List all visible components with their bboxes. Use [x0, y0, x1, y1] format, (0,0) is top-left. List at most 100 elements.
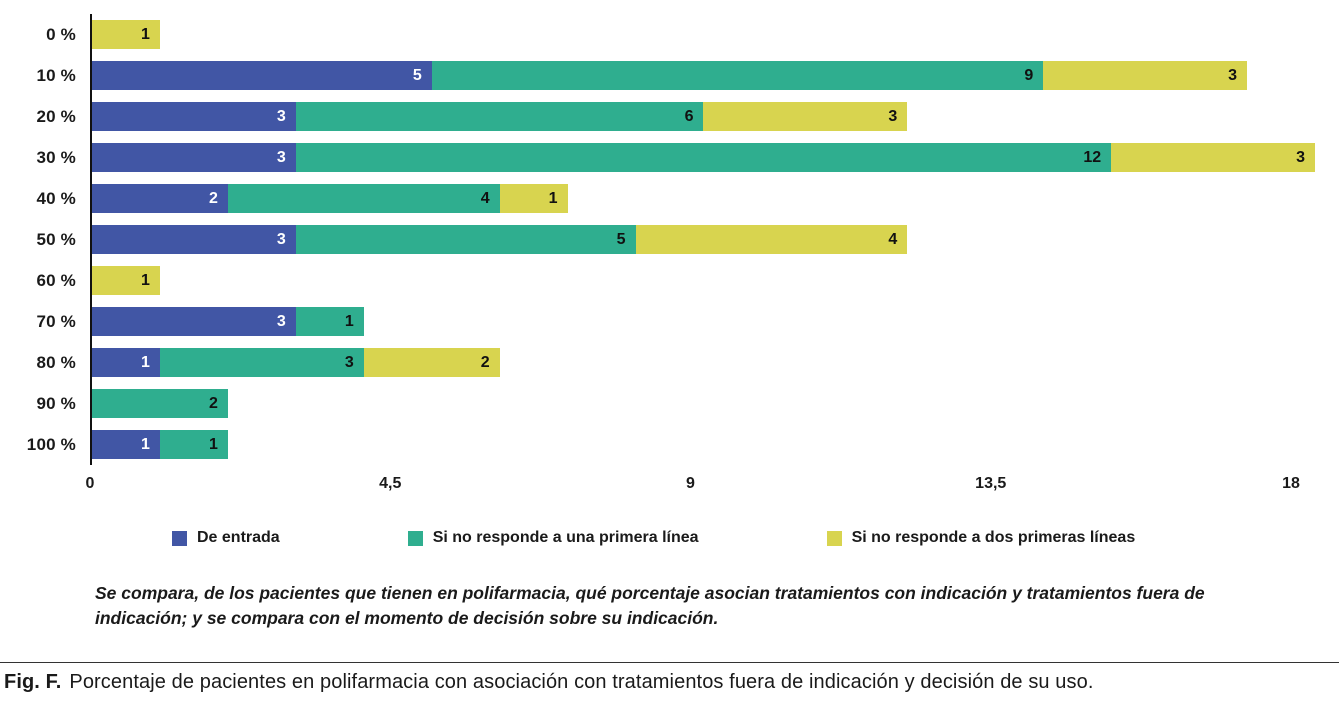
bar-segment-si-no-responde-dos-primeras-lineas: 3 [1111, 143, 1315, 172]
y-axis-label: 60 % [36, 270, 76, 290]
bar-area: 5 9 3 [90, 55, 1315, 96]
bar-value-label: 1 [548, 189, 558, 207]
bar-segment-si-no-responde-dos-primeras-lineas: 2 [363, 348, 500, 377]
bar-area: 3 5 4 [90, 219, 1315, 260]
bar-segment-si-no-responde-dos-primeras-lineas: 1 [499, 184, 568, 213]
bar-value-label: 3 [276, 312, 286, 330]
bar-segment-si-no-responde-primera-linea: 1 [295, 307, 364, 336]
bar-segment-si-no-responde-dos-primeras-lineas: 3 [1043, 61, 1248, 90]
chart-row: 50 % 3 5 4 [0, 219, 1315, 260]
chart-row: 10 % 5 9 3 [0, 55, 1315, 96]
bar-value-label: 1 [344, 312, 354, 330]
legend-item-de-entrada: De entrada [172, 529, 280, 547]
chart-row: 40 % 2 4 1 [0, 178, 1315, 219]
bar-track: 1 [92, 20, 1315, 49]
bar-value-label: 4 [480, 189, 490, 207]
bar-track: 3 5 4 [92, 225, 1315, 254]
bar-segment-si-no-responde-dos-primeras-lineas: 3 [703, 102, 908, 131]
bar-value-label: 1 [141, 25, 150, 43]
bar-area: 1 3 2 [90, 342, 1315, 383]
bar-segment-si-no-responde-primera-linea: 2 [92, 389, 228, 418]
y-axis-label: 50 % [36, 229, 76, 249]
y-axis-label: 10 % [36, 65, 76, 85]
bar-value-label: 5 [412, 66, 422, 84]
chart-row: 30 % 3 12 3 [0, 137, 1315, 178]
bar-segment-de-entrada: 3 [92, 102, 296, 131]
bar-segment-si-no-responde-dos-primeras-lineas: 1 [92, 20, 160, 49]
bar-value-label: 3 [344, 353, 354, 371]
chart-note: Se compara, de los pacientes que tienen … [95, 583, 1205, 629]
bar-value-label: 4 [888, 230, 898, 248]
bar-value-label: 1 [208, 435, 218, 453]
bar-segment-de-entrada: 2 [92, 184, 228, 213]
figure-caption: Fig. F. Porcentaje de pacientes en polifa… [4, 671, 1335, 694]
x-axis-tick-label: 18 [1282, 475, 1300, 492]
y-axis-label: 30 % [36, 147, 76, 167]
bar-track: 1 [92, 266, 1315, 295]
bar-value-label: 1 [141, 435, 150, 453]
bar-segment-si-no-responde-primera-linea: 4 [227, 184, 500, 213]
y-axis-label: 70 % [36, 311, 76, 331]
x-axis-tick-label: 0 [85, 475, 95, 492]
y-axis-label: 100 % [26, 434, 76, 454]
bar-value-label: 3 [1296, 148, 1305, 166]
bar-value-label: 6 [684, 107, 694, 125]
bar-value-label: 3 [276, 148, 286, 166]
y-axis-label: 0 % [46, 24, 76, 44]
legend-label: Si no responde a una primera línea [432, 529, 699, 546]
caption-divider [0, 661, 1339, 663]
stacked-bar-chart: 0 % 1 10 % 5 9 3 20 % 3 6 3 30 % 3 12 3 40 % 2 4 1 50 % 3 5 4… [0, 14, 1339, 505]
x-axis: 0 4,5 9 13,5 18 [86, 471, 1300, 505]
bar-track: 1 3 2 [92, 348, 1315, 377]
bar-segment-si-no-responde-primera-linea: 5 [295, 225, 636, 254]
legend-item-si-no-responde-dos-primeras-lineas: Si no responde a dos primeras líneas [826, 529, 1136, 547]
bar-segment-si-no-responde-dos-primeras-lineas: 1 [92, 266, 160, 295]
chart-row: 60 % 1 [0, 260, 1315, 301]
bar-track: 3 12 3 [92, 143, 1315, 172]
y-axis-label: 40 % [36, 188, 76, 208]
bar-segment-si-no-responde-primera-linea: 3 [159, 348, 364, 377]
bar-track: 5 9 3 [92, 61, 1315, 90]
figure-caption-text: Porcentaje de pacientes en polifarmacia … [69, 670, 1094, 693]
bar-area: 2 4 1 [90, 178, 1315, 219]
y-axis-label: 20 % [36, 106, 76, 126]
chart-row: 80 % 1 3 2 [0, 342, 1315, 383]
bar-segment-de-entrada: 1 [92, 348, 160, 377]
legend-swatch-icon [172, 530, 187, 546]
bar-segment-de-entrada: 3 [92, 143, 296, 172]
legend-item-si-no-responde-primera-linea: Si no responde a una primera línea [407, 529, 699, 547]
bar-area: 1 [90, 260, 1315, 301]
legend-label: De entrada [197, 529, 280, 546]
bar-area: 3 12 3 [90, 137, 1315, 178]
bar-segment-de-entrada: 5 [92, 61, 432, 90]
chart-row: 20 % 3 6 3 [0, 96, 1315, 137]
bar-area: 2 [90, 383, 1315, 424]
x-axis-tick-label: 9 [686, 475, 695, 492]
bar-track: 2 [92, 389, 1315, 418]
bar-track: 2 4 1 [92, 184, 1315, 213]
y-axis-label: 80 % [36, 352, 76, 372]
figure-label: Fig. F. [4, 670, 62, 693]
bar-area: 1 [90, 14, 1315, 55]
bar-value-label: 3 [888, 107, 898, 125]
bar-segment-si-no-responde-primera-linea: 9 [431, 61, 1044, 90]
bar-value-label: 3 [276, 107, 286, 125]
bar-value-label: 2 [208, 394, 218, 412]
bar-value-label: 1 [141, 353, 150, 371]
bar-value-label: 2 [208, 189, 218, 207]
bar-value-label: 9 [1024, 66, 1034, 84]
bar-value-label: 1 [141, 271, 150, 289]
bar-track: 3 6 3 [92, 102, 1315, 131]
bar-area: 3 6 3 [90, 96, 1315, 137]
bar-segment-de-entrada: 3 [92, 307, 296, 336]
legend-label: Si no responde a dos primeras líneas [851, 529, 1136, 546]
chart-row: 100 % 1 1 [0, 424, 1315, 465]
bar-value-label: 3 [276, 230, 286, 248]
y-axis-label: 90 % [36, 393, 76, 413]
bar-value-label: 12 [1083, 148, 1102, 166]
chart-row: 90 % 2 [0, 383, 1315, 424]
